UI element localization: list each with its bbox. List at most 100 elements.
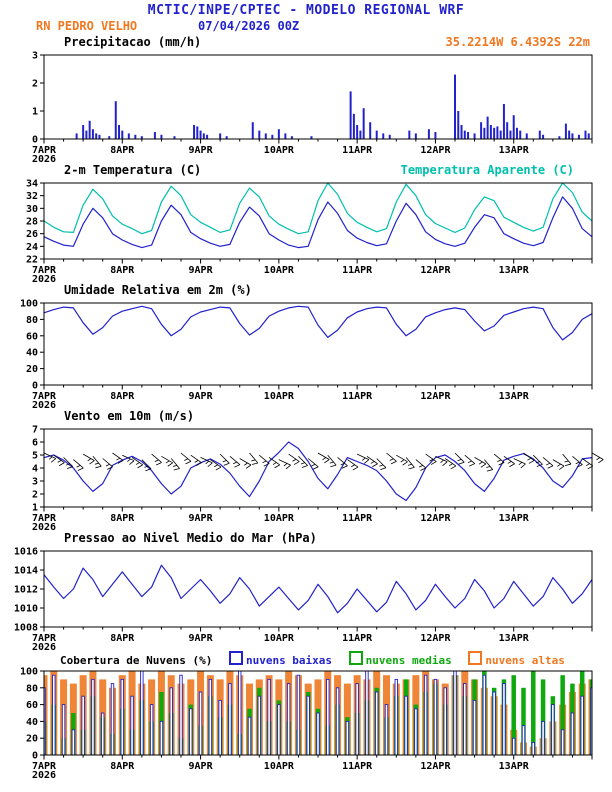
svg-text:11APR: 11APR (342, 391, 373, 402)
svg-text:7: 7 (32, 425, 38, 436)
svg-text:26: 26 (26, 229, 38, 240)
svg-text:10APR: 10APR (264, 761, 295, 772)
legend-item-nuvens-baixas: nuvens baixas (228, 651, 333, 667)
svg-text:2026: 2026 (32, 274, 56, 285)
page-title: MCTIC/INPE/CPTEC - MODELO REGIONAL WRF (147, 3, 465, 18)
temperature-title: 2-m Temperatura (C) (64, 163, 202, 177)
svg-text:12APR: 12APR (420, 145, 451, 156)
svg-text:11APR: 11APR (342, 513, 373, 524)
humidity-title-row: Umidade Relativa em 2m (%) (0, 283, 612, 298)
legend-nuvens-altas-label: nuvens altas (485, 654, 565, 667)
svg-text:8APR: 8APR (110, 513, 135, 524)
svg-text:12APR: 12APR (420, 265, 451, 276)
svg-text:9APR: 9APR (189, 265, 214, 276)
svg-text:8APR: 8APR (110, 633, 135, 644)
svg-text:9APR: 9APR (189, 391, 214, 402)
svg-text:10APR: 10APR (264, 391, 295, 402)
svg-text:0: 0 (32, 751, 38, 762)
svg-text:8APR: 8APR (110, 265, 135, 276)
svg-text:8APR: 8APR (110, 761, 135, 772)
svg-text:13APR: 13APR (499, 145, 530, 156)
svg-text:7APR: 7APR (32, 513, 57, 524)
station-coordinates: 35.2214W 6.4392S 22m (445, 35, 591, 49)
legend-nuvens-medias-label: nuvens medias (365, 654, 452, 667)
svg-text:40: 40 (26, 348, 38, 359)
svg-text:11APR: 11APR (342, 145, 373, 156)
svg-text:3: 3 (32, 51, 38, 62)
svg-text:20: 20 (26, 734, 38, 745)
temperature-title-row: 2-m Temperatura (C) Temperatura Aparente… (0, 163, 612, 178)
svg-text:7APR: 7APR (32, 265, 57, 276)
svg-text:13APR: 13APR (499, 633, 530, 644)
svg-text:12APR: 12APR (420, 513, 451, 524)
svg-text:24: 24 (26, 242, 38, 253)
cloud-title-row: Cobertura de Nuvens (%) nuvens baixas nu… (0, 651, 612, 667)
pressure-title: Pressao ao Nivel Medio do Mar (hPa) (64, 531, 317, 545)
svg-text:6: 6 (32, 438, 38, 449)
svg-text:2: 2 (32, 490, 38, 501)
svg-text:11APR: 11APR (342, 633, 373, 644)
svg-text:12APR: 12APR (420, 391, 451, 402)
svg-text:9APR: 9APR (189, 513, 214, 524)
svg-text:2026: 2026 (32, 770, 56, 781)
panel-temperature: 2-m Temperatura (C) Temperatura Aparente… (0, 163, 612, 285)
panel-precipitation: Precipitacao (mm/h) 35.2214W 6.4392S 22m… (0, 35, 612, 165)
svg-text:60: 60 (26, 700, 38, 711)
svg-text:100: 100 (20, 667, 38, 678)
svg-text:32: 32 (26, 191, 38, 202)
svg-text:60: 60 (26, 331, 38, 342)
svg-text:11APR: 11APR (342, 761, 373, 772)
svg-text:1014: 1014 (14, 566, 38, 577)
svg-text:10APR: 10APR (264, 633, 295, 644)
svg-text:13APR: 13APR (499, 761, 530, 772)
run-datetime: 07/04/2026 00Z (198, 19, 300, 33)
svg-text:9APR: 9APR (189, 145, 214, 156)
svg-text:10APR: 10APR (264, 145, 295, 156)
svg-text:9APR: 9APR (189, 633, 214, 644)
svg-text:2026: 2026 (32, 154, 56, 165)
svg-text:1010: 1010 (14, 604, 38, 615)
svg-text:3: 3 (32, 477, 38, 488)
svg-text:8APR: 8APR (110, 391, 135, 402)
station-name: RN PEDRO VELHO (36, 19, 138, 33)
svg-text:7APR: 7APR (32, 633, 57, 644)
svg-text:11APR: 11APR (342, 265, 373, 276)
svg-text:5: 5 (32, 451, 38, 462)
precipitation-title: Precipitacao (mm/h) (64, 35, 202, 49)
svg-text:13APR: 13APR (499, 391, 530, 402)
nuvens-baixas-swatch (228, 651, 243, 665)
svg-text:2026: 2026 (32, 400, 56, 411)
wind-title-row: Vento em 10m (m/s) (0, 409, 612, 424)
svg-text:34: 34 (26, 179, 38, 190)
panel-relative-humidity: Umidade Relativa em 2m (%) 0 20 40 60 80 100 7… (0, 283, 612, 411)
svg-text:9APR: 9APR (189, 761, 214, 772)
svg-text:13APR: 13APR (499, 513, 530, 524)
svg-text:7APR: 7APR (32, 761, 57, 772)
svg-text:0: 0 (32, 381, 38, 392)
svg-text:40: 40 (26, 717, 38, 728)
legend-item-nuvens-medias: nuvens medias (348, 651, 452, 667)
cloud-title: Cobertura de Nuvens (%) (60, 654, 213, 667)
svg-text:13APR: 13APR (499, 265, 530, 276)
nuvens-altas-swatch (468, 651, 483, 665)
svg-text:80: 80 (26, 315, 38, 326)
svg-text:1012: 1012 (14, 585, 38, 596)
svg-text:1: 1 (32, 107, 38, 118)
wind-title: Vento em 10m (m/s) (64, 409, 195, 423)
svg-text:10APR: 10APR (264, 265, 295, 276)
svg-text:10APR: 10APR (264, 513, 295, 524)
panel-pressure: Pressao ao Nivel Medio do Mar (hPa) 1008… (0, 531, 612, 653)
precipitation-title-row: Precipitacao (mm/h) 35.2214W 6.4392S 22m (0, 35, 612, 50)
svg-text:22: 22 (26, 255, 38, 266)
legend-nuvens-baixas-label: nuvens baixas (245, 654, 333, 667)
svg-text:28: 28 (26, 217, 38, 228)
svg-text:1016: 1016 (14, 547, 38, 558)
svg-text:2026: 2026 (32, 642, 56, 653)
svg-text:1: 1 (32, 503, 38, 514)
